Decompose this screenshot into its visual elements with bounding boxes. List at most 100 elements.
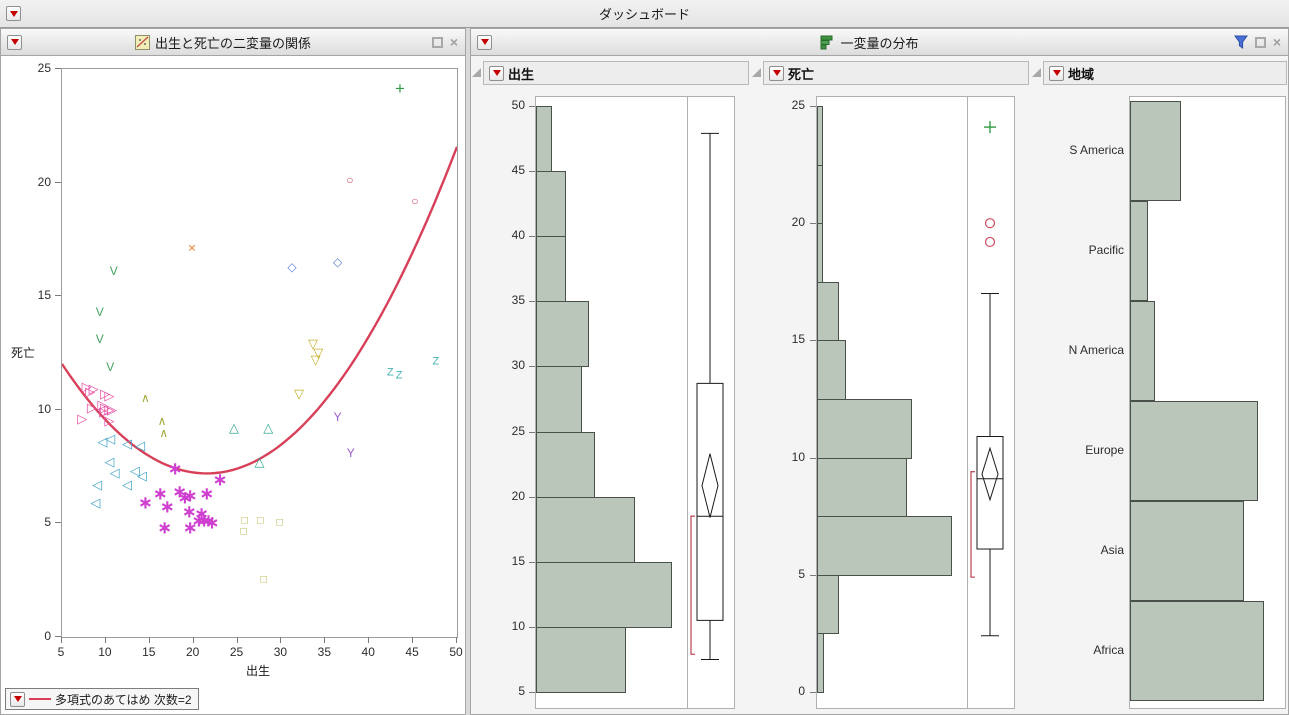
scatter-point-asterisk[interactable]: ∗ (152, 483, 168, 504)
scatter-point-asterisk[interactable]: ∗ (204, 513, 220, 534)
scatter-point-Z[interactable]: Z (432, 355, 440, 368)
scatter-point-Y[interactable]: Y (333, 409, 342, 424)
scatter-point-chevron-up[interactable]: ∧ (157, 413, 167, 428)
histogram-bar[interactable] (817, 516, 952, 576)
scatter-point-triangle-left[interactable]: ◁ (109, 465, 120, 481)
scatter-point-triangle-left[interactable]: ◁ (136, 467, 147, 483)
scatter-point-triangle-right[interactable]: ▷ (107, 402, 118, 418)
scatter-point-triangle-right[interactable]: ▷ (104, 402, 115, 418)
scatter-point-triangle-right[interactable]: ▷ (100, 386, 110, 402)
section-header-death[interactable]: 死亡 (763, 61, 1029, 85)
disclosure-triangle-birth[interactable] (472, 68, 481, 77)
bivariate-panel-header[interactable]: 出生と死亡の二変量の関係 × (1, 29, 465, 56)
scatter-point-triangle-left[interactable]: ◁ (121, 477, 132, 493)
histogram-bar[interactable] (536, 366, 582, 433)
data-filter-funnel-icon[interactable] (1233, 35, 1248, 49)
region-bar-europe[interactable] (1130, 401, 1258, 501)
scatter-point-triangle-left[interactable]: ◁ (97, 433, 108, 449)
histogram-bar[interactable] (817, 399, 912, 459)
scatter-point-asterisk[interactable]: ∗ (159, 497, 175, 518)
histogram-bar[interactable] (536, 431, 595, 498)
scatter-point-V[interactable]: V (109, 263, 118, 278)
scatter-point-triangle-down[interactable]: ▽ (308, 336, 319, 352)
section-header-region[interactable]: 地域 (1043, 61, 1287, 85)
scatter-point-asterisk[interactable]: ∗ (196, 510, 212, 531)
region-bar-asia[interactable] (1130, 501, 1244, 601)
scatter-point-Y[interactable]: Y (346, 445, 355, 460)
histogram-bar[interactable] (817, 106, 823, 166)
scatter-point-triangle-left[interactable]: ◁ (121, 436, 132, 452)
scatter-point-asterisk[interactable]: ∗ (172, 481, 188, 502)
scatter-point-triangle-left[interactable]: ◁ (135, 438, 146, 454)
scatter-point-chevron-up[interactable]: ∧ (159, 425, 169, 440)
death-boxplot-frame[interactable] (967, 96, 1015, 709)
scatter-point-asterisk[interactable]: ∗ (177, 488, 193, 509)
scatter-point-circle[interactable]: ○ (346, 173, 354, 188)
scatter-point-asterisk[interactable]: ∗ (181, 501, 197, 522)
scatter-point-asterisk[interactable]: ∗ (182, 517, 198, 538)
scatter-point-triangle-up[interactable]: △ (263, 420, 274, 436)
disclosure-triangle-death[interactable] (752, 68, 761, 77)
region-bar-n-america[interactable] (1130, 301, 1155, 401)
scatter-point-triangle-left[interactable]: ◁ (105, 431, 116, 447)
histogram-bar[interactable] (536, 171, 566, 238)
scatter-point-asterisk[interactable]: ∗ (167, 458, 183, 479)
region-red-triangle-button[interactable] (1049, 65, 1064, 81)
histogram-bar[interactable] (817, 633, 824, 693)
histogram-bar[interactable] (536, 106, 552, 173)
histogram-bar[interactable] (536, 561, 672, 628)
scatter-point-triangle-up[interactable]: △ (229, 420, 240, 436)
scatter-point-triangle-right[interactable]: ▷ (104, 413, 115, 429)
scatter-point-triangle-down[interactable]: ▽ (310, 352, 321, 368)
scatter-point-Z[interactable]: Z (386, 366, 394, 379)
scatter-point-triangle-left[interactable]: ◁ (104, 454, 115, 470)
scatter-point-square[interactable]: □ (240, 525, 248, 538)
scatter-point-triangle-left[interactable]: ◁ (90, 495, 101, 511)
scatter-point-square[interactable]: □ (257, 514, 264, 527)
scatter-point-triangle-right[interactable]: ▷ (104, 388, 115, 404)
death-red-triangle-button[interactable] (769, 65, 784, 81)
scatter-point-square[interactable]: □ (241, 514, 248, 527)
scatter-point-plus[interactable]: + (394, 79, 405, 99)
dashboard-red-triangle-button[interactable] (6, 6, 21, 21)
region-bar-s-america[interactable] (1130, 101, 1181, 201)
close-icon[interactable]: × (1272, 33, 1281, 50)
section-header-birth[interactable]: 出生 (483, 61, 749, 85)
scatter-point-asterisk[interactable]: ∗ (157, 517, 173, 538)
region-bar-pacific[interactable] (1130, 201, 1148, 301)
scatter-point-asterisk[interactable]: ∗ (201, 510, 217, 531)
scatter-plot-area[interactable]: ▷ ▷ ▷ ▷ ▷ ▷ ▷ ▷ ▷ ▷ ▷ ▷ ▷ ◁ ◁ ◁ ◁ ◁ ◁ ◁ ◁ ◁ ◁ ◁ ∗ ∗ ∗ ∗ ∗ ∗ ∗ ∗ ∗ ∗ ∗ ∗ ∗ ∗ ∗ ∗… (61, 68, 458, 638)
scatter-point-triangle-right[interactable]: ▷ (77, 411, 88, 427)
scatter-point-x[interactable]: × (187, 240, 196, 257)
fit-red-triangle-button[interactable] (10, 691, 25, 707)
birth-red-triangle-button[interactable] (489, 65, 504, 81)
scatter-point-diamond[interactable]: ◇ (332, 254, 343, 269)
scatter-point-V[interactable]: V (95, 304, 104, 319)
histogram-bar[interactable] (817, 164, 823, 225)
scatter-point-triangle-right[interactable]: ▷ (81, 379, 92, 395)
scatter-point-triangle-right[interactable]: ▷ (97, 397, 108, 413)
bivariate-red-triangle-button[interactable] (7, 34, 22, 50)
scatter-point-triangle-right[interactable]: ▷ (85, 383, 96, 399)
scatter-point-asterisk[interactable]: ∗ (212, 469, 228, 490)
scatter-point-V[interactable]: V (106, 359, 115, 374)
scatter-point-triangle-left[interactable]: ◁ (129, 463, 140, 479)
histogram-bar[interactable] (817, 223, 823, 283)
histogram-bar[interactable] (817, 574, 839, 635)
histogram-bar[interactable] (536, 301, 589, 368)
distribution-panel-header[interactable]: 一変量の分布 × (471, 29, 1288, 56)
scatter-point-triangle-right[interactable]: ▷ (99, 404, 110, 420)
scatter-point-asterisk[interactable]: ∗ (199, 483, 215, 504)
scatter-point-diamond[interactable]: ◇ (287, 259, 297, 274)
scatter-point-triangle-down[interactable]: ▽ (313, 345, 324, 361)
histogram-bar[interactable] (817, 281, 839, 342)
scatter-point-triangle-right[interactable]: ▷ (86, 399, 97, 415)
scatter-point-triangle-up[interactable]: △ (254, 454, 265, 470)
maximize-button[interactable] (1254, 36, 1266, 48)
disclosure-triangle-region[interactable] (1032, 68, 1041, 77)
maximize-button[interactable] (431, 36, 443, 48)
histogram-bar[interactable] (536, 626, 626, 693)
close-icon[interactable]: × (449, 33, 458, 50)
scatter-point-chevron-up[interactable]: ∧ (140, 391, 150, 406)
panel-splitter[interactable] (466, 28, 470, 715)
